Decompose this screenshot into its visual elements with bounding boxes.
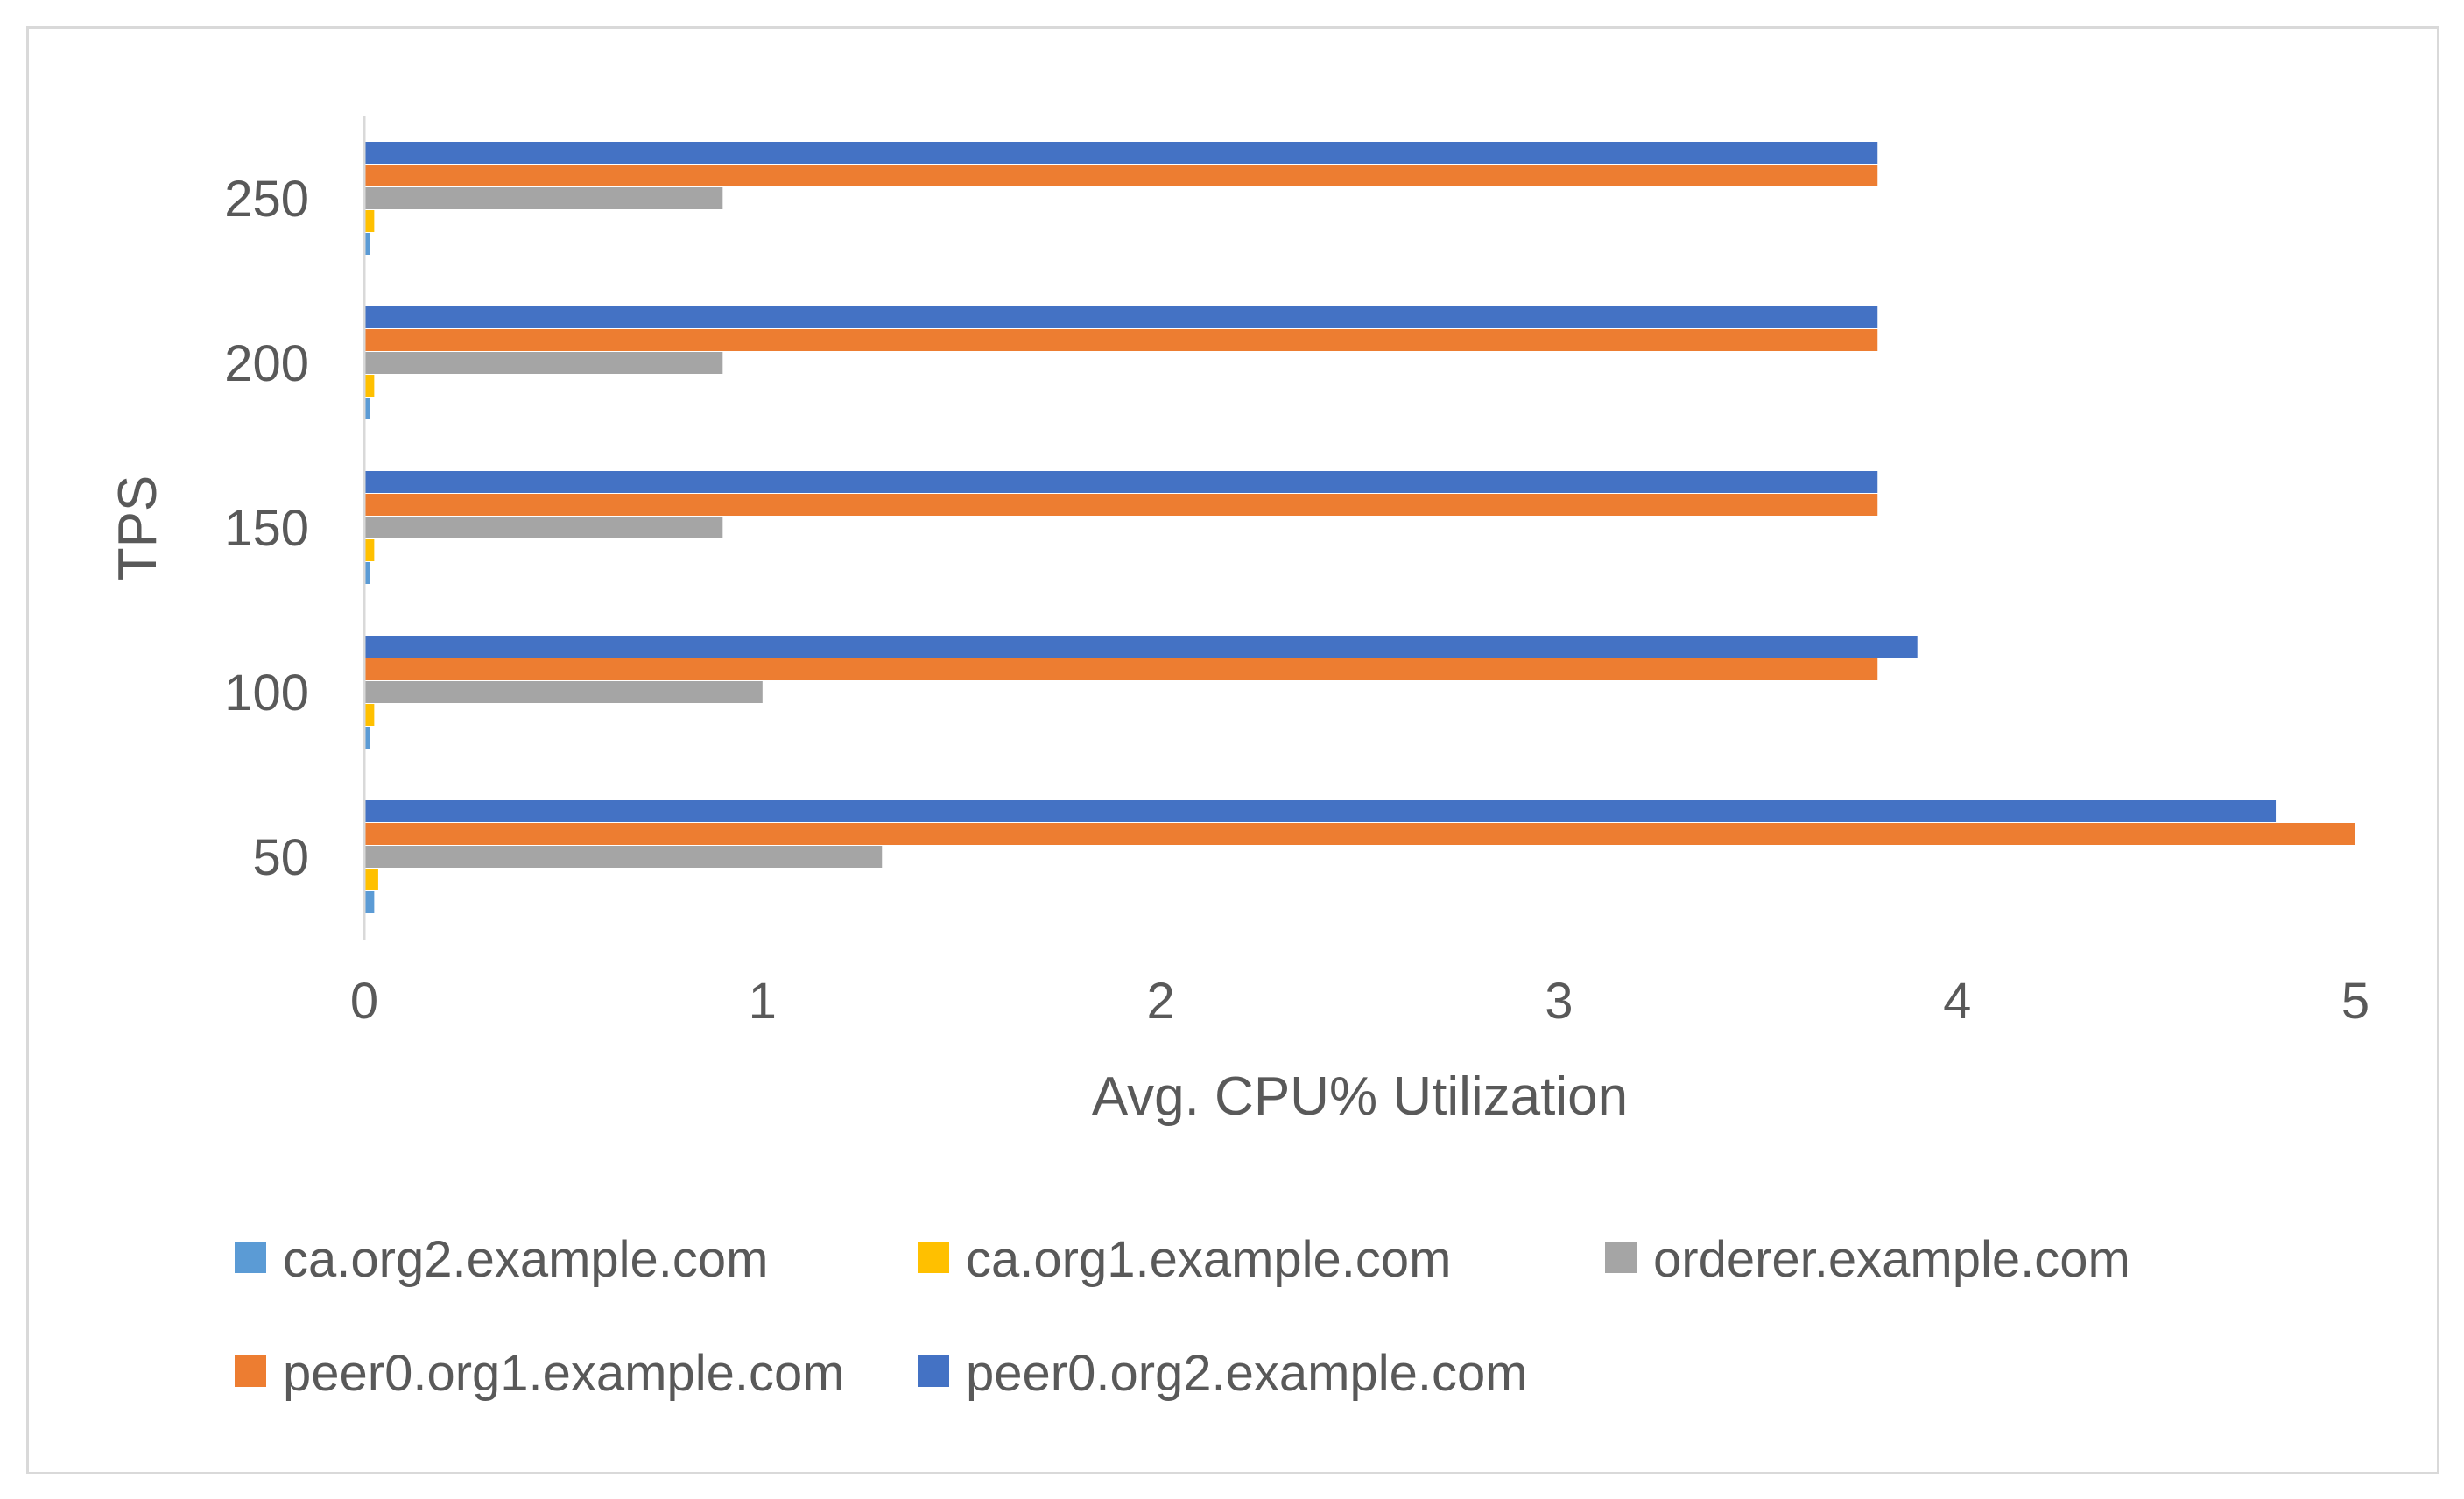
bar-peer0-org1-example-com-250: [364, 165, 1878, 186]
bar-ca-org1-example-com-50: [364, 869, 378, 890]
legend-swatch-ca-org2-example-com: [235, 1242, 266, 1273]
legend-label-peer0-org1-example-com: peer0.org1.example.com: [283, 1345, 845, 1402]
bar-ca-org1-example-com-200: [364, 375, 375, 397]
bar-chart: 50 100 150 200 250 0 1 2 3 4 5 Avg. CPU% Utilizat…: [108, 116, 2369, 1402]
y-tick-label-250: 250: [224, 171, 309, 228]
y-tick-label-50: 50: [252, 829, 309, 886]
y-tick-label-200: 200: [224, 335, 309, 392]
bar-peer0-org1-example-com-150: [364, 494, 1878, 516]
bar-peer0-org1-example-com-200: [364, 329, 1878, 351]
bar-peer0-org2-example-com-100: [364, 636, 1918, 658]
x-tick-label-0: 0: [350, 973, 378, 1030]
x-axis-title: Avg. CPU% Utilization: [1092, 1066, 1628, 1127]
bar-ca-org1-example-com-100: [364, 704, 375, 726]
x-tick-label-4: 4: [1943, 973, 1971, 1030]
bar-orderer-example-com-250: [364, 187, 723, 209]
y-tick-labels: 50 100 150 200 250: [224, 171, 309, 886]
bar-orderer-example-com-150: [364, 517, 723, 538]
legend-swatch-peer0-org2-example-com: [918, 1355, 949, 1387]
legend: ca.org2.example.com ca.org1.example.com or…: [235, 1231, 2130, 1402]
x-tick-labels: 0 1 2 3 4 5: [350, 973, 2369, 1030]
bar-ca-org2-example-com-200: [364, 398, 370, 419]
legend-label-orderer-example-com: orderer.example.com: [1653, 1231, 2130, 1288]
chart-frame: 50 100 150 200 250 0 1 2 3 4 5 Avg. CPU% Utilizat…: [26, 26, 2439, 1474]
bar-orderer-example-com-50: [364, 846, 883, 868]
y-tick-label-150: 150: [224, 500, 309, 557]
bar-orderer-example-com-100: [364, 681, 763, 703]
y-tick-label-100: 100: [224, 665, 309, 721]
x-tick-label-1: 1: [749, 973, 777, 1030]
bar-ca-org2-example-com-150: [364, 562, 370, 584]
bar-ca-org2-example-com-250: [364, 233, 370, 255]
legend-label-ca-org2-example-com: ca.org2.example.com: [283, 1231, 768, 1288]
y-axis-title: TPS: [108, 475, 168, 581]
x-tick-label-3: 3: [1545, 973, 1573, 1030]
legend-swatch-orderer-example-com: [1605, 1242, 1637, 1273]
bar-peer0-org2-example-com-150: [364, 471, 1878, 493]
bars-layer: [364, 142, 2355, 913]
x-tick-label-5: 5: [2341, 973, 2369, 1030]
bar-ca-org2-example-com-50: [364, 891, 375, 913]
bar-peer0-org2-example-com-50: [364, 800, 2277, 822]
bar-orderer-example-com-200: [364, 352, 723, 374]
legend-label-ca-org1-example-com: ca.org1.example.com: [966, 1231, 1451, 1288]
legend-swatch-peer0-org1-example-com: [235, 1355, 266, 1387]
bar-peer0-org2-example-com-250: [364, 142, 1878, 164]
legend-swatch-ca-org1-example-com: [918, 1242, 949, 1273]
bar-peer0-org2-example-com-200: [364, 306, 1878, 328]
bar-peer0-org1-example-com-100: [364, 658, 1878, 680]
bar-ca-org1-example-com-250: [364, 210, 375, 232]
bar-ca-org2-example-com-100: [364, 727, 370, 749]
legend-label-peer0-org2-example-com: peer0.org2.example.com: [966, 1345, 1528, 1402]
bar-peer0-org1-example-com-50: [364, 823, 2355, 845]
x-tick-label-2: 2: [1146, 973, 1174, 1030]
bar-ca-org1-example-com-150: [364, 539, 375, 561]
